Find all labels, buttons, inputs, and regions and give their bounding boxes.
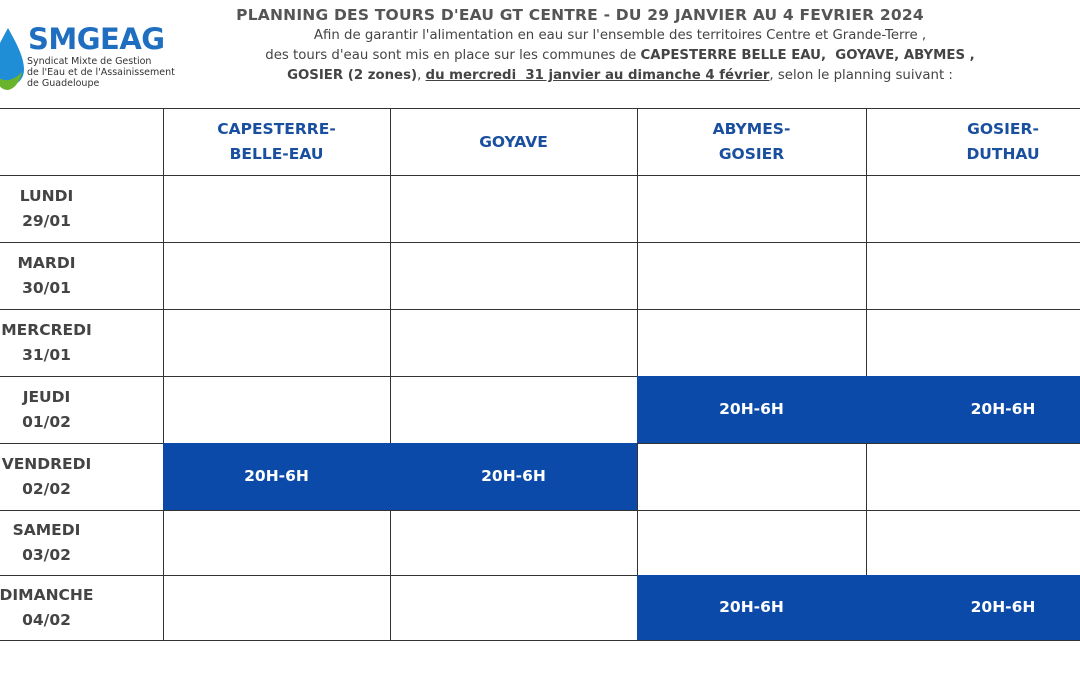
day-line: DIMANCHE — [0, 585, 94, 604]
schedule-cell — [866, 510, 1080, 576]
schedule-cell — [163, 309, 391, 377]
logo-subtitle-line: Syndicat Mixte de Gestion — [27, 56, 152, 67]
schedule-text: 20H-6H — [244, 467, 309, 485]
day-line: 04/02 — [22, 610, 71, 629]
schedule-cell — [866, 242, 1080, 310]
schedule-cell — [637, 175, 867, 243]
logo-subtitle: Syndicat Mixte de Gestion de l'Eau et de … — [27, 56, 175, 89]
day-line: 01/02 — [22, 412, 71, 431]
day-line: 02/02 — [22, 479, 71, 498]
intro-text: Afin de garantir l'alimentation en eau s… — [313, 28, 927, 43]
logo-name: SMGEAG — [28, 22, 165, 56]
day-line: LUNDI — [19, 186, 74, 205]
schedule-cell — [637, 309, 867, 377]
corner-cell — [0, 108, 164, 176]
intro-line: des tours d'eau sont mis en place sur le… — [160, 46, 1080, 66]
day-line: MERCREDI — [1, 320, 92, 339]
schedule-cell: 20H-6H — [390, 443, 638, 511]
schedule-cell: 20H-6H — [637, 575, 867, 641]
schedule-cell — [390, 575, 638, 641]
schedule-cell — [866, 443, 1080, 511]
schedule-cell — [390, 510, 638, 576]
day-line: JEUDI — [22, 387, 71, 406]
day-line: 31/01 — [22, 345, 71, 364]
schedule-text: 20H-6H — [481, 467, 546, 485]
intro-text: , — [417, 68, 426, 83]
schedule-cell — [637, 510, 867, 576]
day-line: SAMEDI — [12, 520, 81, 539]
schedule-cell — [163, 376, 391, 444]
intro-text: , selon le planning suivant : — [769, 68, 953, 83]
intro-text: CAPESTERRE BELLE EAU, GOYAVE, ABYMES , — [640, 48, 975, 63]
day-line: MARDI — [17, 253, 76, 272]
schedule-cell — [866, 309, 1080, 377]
day-cell: MARDI 30/01 — [0, 242, 164, 310]
schedule-text: 20H-6H — [970, 598, 1036, 616]
column-header: CAPESTERRE- BELLE-EAU — [163, 108, 391, 176]
column-header: GOYAVE — [390, 108, 638, 176]
day-line: VENDREDI — [1, 454, 92, 473]
schedule-text: 20H-6H — [719, 400, 784, 418]
intro-line: GOSIER (2 zones), du mercredi 31 janvier… — [160, 66, 1080, 86]
column-header-line: GOSIER — [718, 145, 785, 163]
day-line: 29/01 — [22, 211, 71, 230]
day-cell: MERCREDI 31/01 — [0, 309, 164, 377]
column-header-line: CAPESTERRE- — [217, 120, 336, 138]
schedule-cell — [163, 175, 391, 243]
schedule-cell — [163, 510, 391, 576]
column-header-line: GOYAVE — [479, 132, 548, 151]
column-header-line: DUTHAU — [966, 145, 1040, 163]
day-line: 30/01 — [22, 278, 71, 297]
logo-subtitle-line: de Guadeloupe — [27, 78, 100, 89]
column-header-line: GOSIER- — [967, 120, 1039, 138]
title: PLANNING DES TOURS D'EAU GT CENTRE - DU … — [236, 6, 924, 24]
schedule-cell: 20H-6H — [866, 376, 1080, 444]
day-cell: SAMEDI 03/02 — [0, 510, 164, 576]
schedule-cell — [163, 575, 391, 641]
schedule-cell — [390, 175, 638, 243]
schedule-cell — [390, 309, 638, 377]
day-cell: VENDREDI 02/02 — [0, 443, 164, 511]
intro: Afin de garantir l'alimentation en eau s… — [160, 26, 1080, 86]
logo-icon — [0, 28, 24, 90]
schedule-cell — [163, 242, 391, 310]
schedule-cell — [866, 175, 1080, 243]
intro-text: du mercredi 31 janvier au dimanche 4 fév… — [425, 68, 770, 83]
day-cell: JEUDI 01/02 — [0, 376, 164, 444]
schedule-text: 20H-6H — [970, 400, 1036, 418]
schedule-cell — [390, 242, 638, 310]
schedule-cell — [637, 242, 867, 310]
column-header-line: BELLE-EAU — [229, 145, 324, 163]
column-header: GOSIER- DUTHAU — [866, 108, 1080, 176]
schedule-cell — [637, 443, 867, 511]
intro-text: GOSIER (2 zones) — [287, 68, 418, 83]
day-cell: DIMANCHE 04/02 — [0, 575, 164, 641]
day-line: 03/02 — [22, 545, 71, 564]
schedule-cell: 20H-6H — [637, 376, 867, 444]
intro-line: Afin de garantir l'alimentation en eau s… — [160, 26, 1080, 46]
intro-text: des tours d'eau sont mis en place sur le… — [265, 48, 641, 63]
schedule-text: 20H-6H — [719, 598, 784, 616]
logo-subtitle-line: de l'Eau et de l'Assainissement — [27, 67, 175, 78]
schedule-cell — [390, 376, 638, 444]
column-header: ABYMES- GOSIER — [637, 108, 867, 176]
day-cell: LUNDI 29/01 — [0, 175, 164, 243]
schedule-cell: 20H-6H — [163, 443, 391, 511]
column-header-line: ABYMES- — [712, 120, 791, 138]
schedule-cell: 20H-6H — [866, 575, 1080, 641]
